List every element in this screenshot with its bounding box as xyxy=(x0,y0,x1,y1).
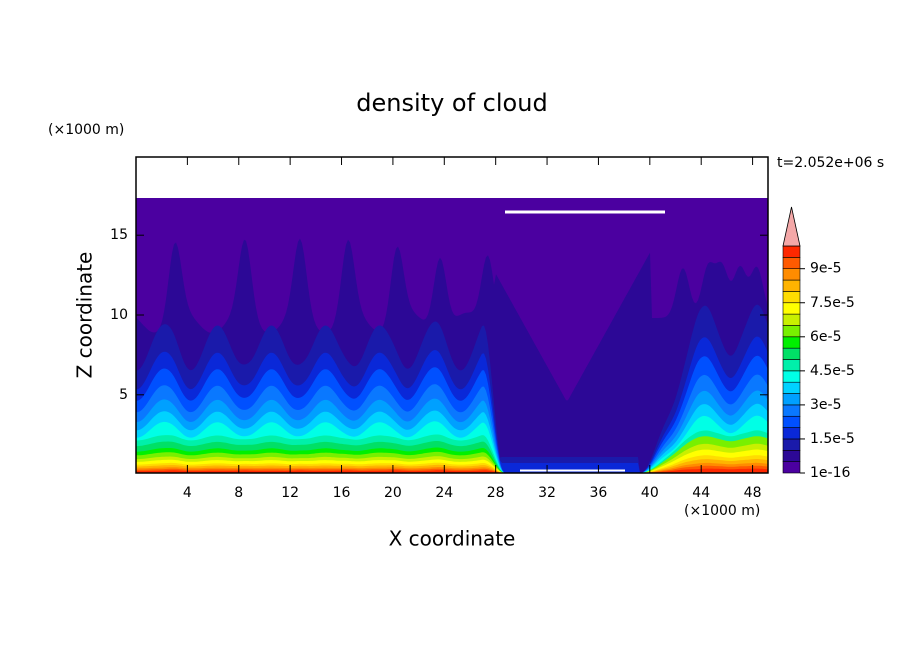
x-tick-label: 4 xyxy=(183,485,192,501)
colorbar-band xyxy=(782,302,801,315)
colorbar-extend xyxy=(782,206,801,247)
colorbar-band xyxy=(782,404,801,417)
x-tick-label: 48 xyxy=(744,485,762,501)
y-axis-label: Z coordinate xyxy=(73,252,97,379)
colorbar-tick-label: 3e-5 xyxy=(810,397,841,413)
colorbar-band xyxy=(782,461,801,474)
colorbar-band xyxy=(782,257,801,270)
x-tick-label: 36 xyxy=(590,485,608,501)
colorbar-band xyxy=(782,313,801,326)
colorbar-tick-label: 6e-5 xyxy=(810,329,841,345)
colorbar-tick-label: 9e-5 xyxy=(810,261,841,277)
x-axis-label: X coordinate xyxy=(389,527,516,551)
colorbar-band xyxy=(782,438,801,451)
colorbar-band xyxy=(782,291,801,304)
x-tick-label: 8 xyxy=(234,485,243,501)
colorbar-band xyxy=(782,279,801,292)
x-tick-label: 20 xyxy=(384,485,402,501)
colorbar-band xyxy=(782,325,801,338)
y-tick-label: 10 xyxy=(110,307,128,323)
colorbar-band xyxy=(782,370,801,383)
colorbar-band xyxy=(782,359,801,372)
x-tick-label: 16 xyxy=(333,485,351,501)
y-tick-label: 15 xyxy=(110,227,128,243)
x-unit: (×1000 m) xyxy=(684,503,760,519)
colorbar-band xyxy=(782,381,801,394)
colorbar-band xyxy=(782,268,801,281)
x-tick-label: 32 xyxy=(538,485,556,501)
colorbar-band xyxy=(782,415,801,428)
colorbar-tick-label: 4.5e-5 xyxy=(810,363,855,379)
colorbar-band xyxy=(782,245,801,258)
x-tick-label: 40 xyxy=(641,485,659,501)
colorbar-band xyxy=(782,347,801,360)
colorbar-tick-label: 7.5e-5 xyxy=(810,295,855,311)
colorbar-band xyxy=(782,393,801,406)
colorbar-tick-label: 1e-16 xyxy=(810,465,850,481)
contour-field xyxy=(136,198,768,473)
x-tick-label: 28 xyxy=(487,485,505,501)
colorbar-tick-label: 1.5e-5 xyxy=(810,431,855,447)
x-tick-label: 24 xyxy=(435,485,453,501)
colorbar-band xyxy=(782,427,801,440)
colorbar-band xyxy=(782,336,801,349)
y-tick-label: 5 xyxy=(119,387,128,403)
time-label: t=2.052e+06 s xyxy=(777,155,884,171)
x-tick-label: 12 xyxy=(281,485,299,501)
contour-band xyxy=(136,468,768,473)
colorbar-band xyxy=(782,449,801,462)
y-unit: (×1000 m) xyxy=(48,122,124,138)
x-tick-label: 44 xyxy=(692,485,710,501)
chart-title: density of cloud xyxy=(356,89,547,117)
